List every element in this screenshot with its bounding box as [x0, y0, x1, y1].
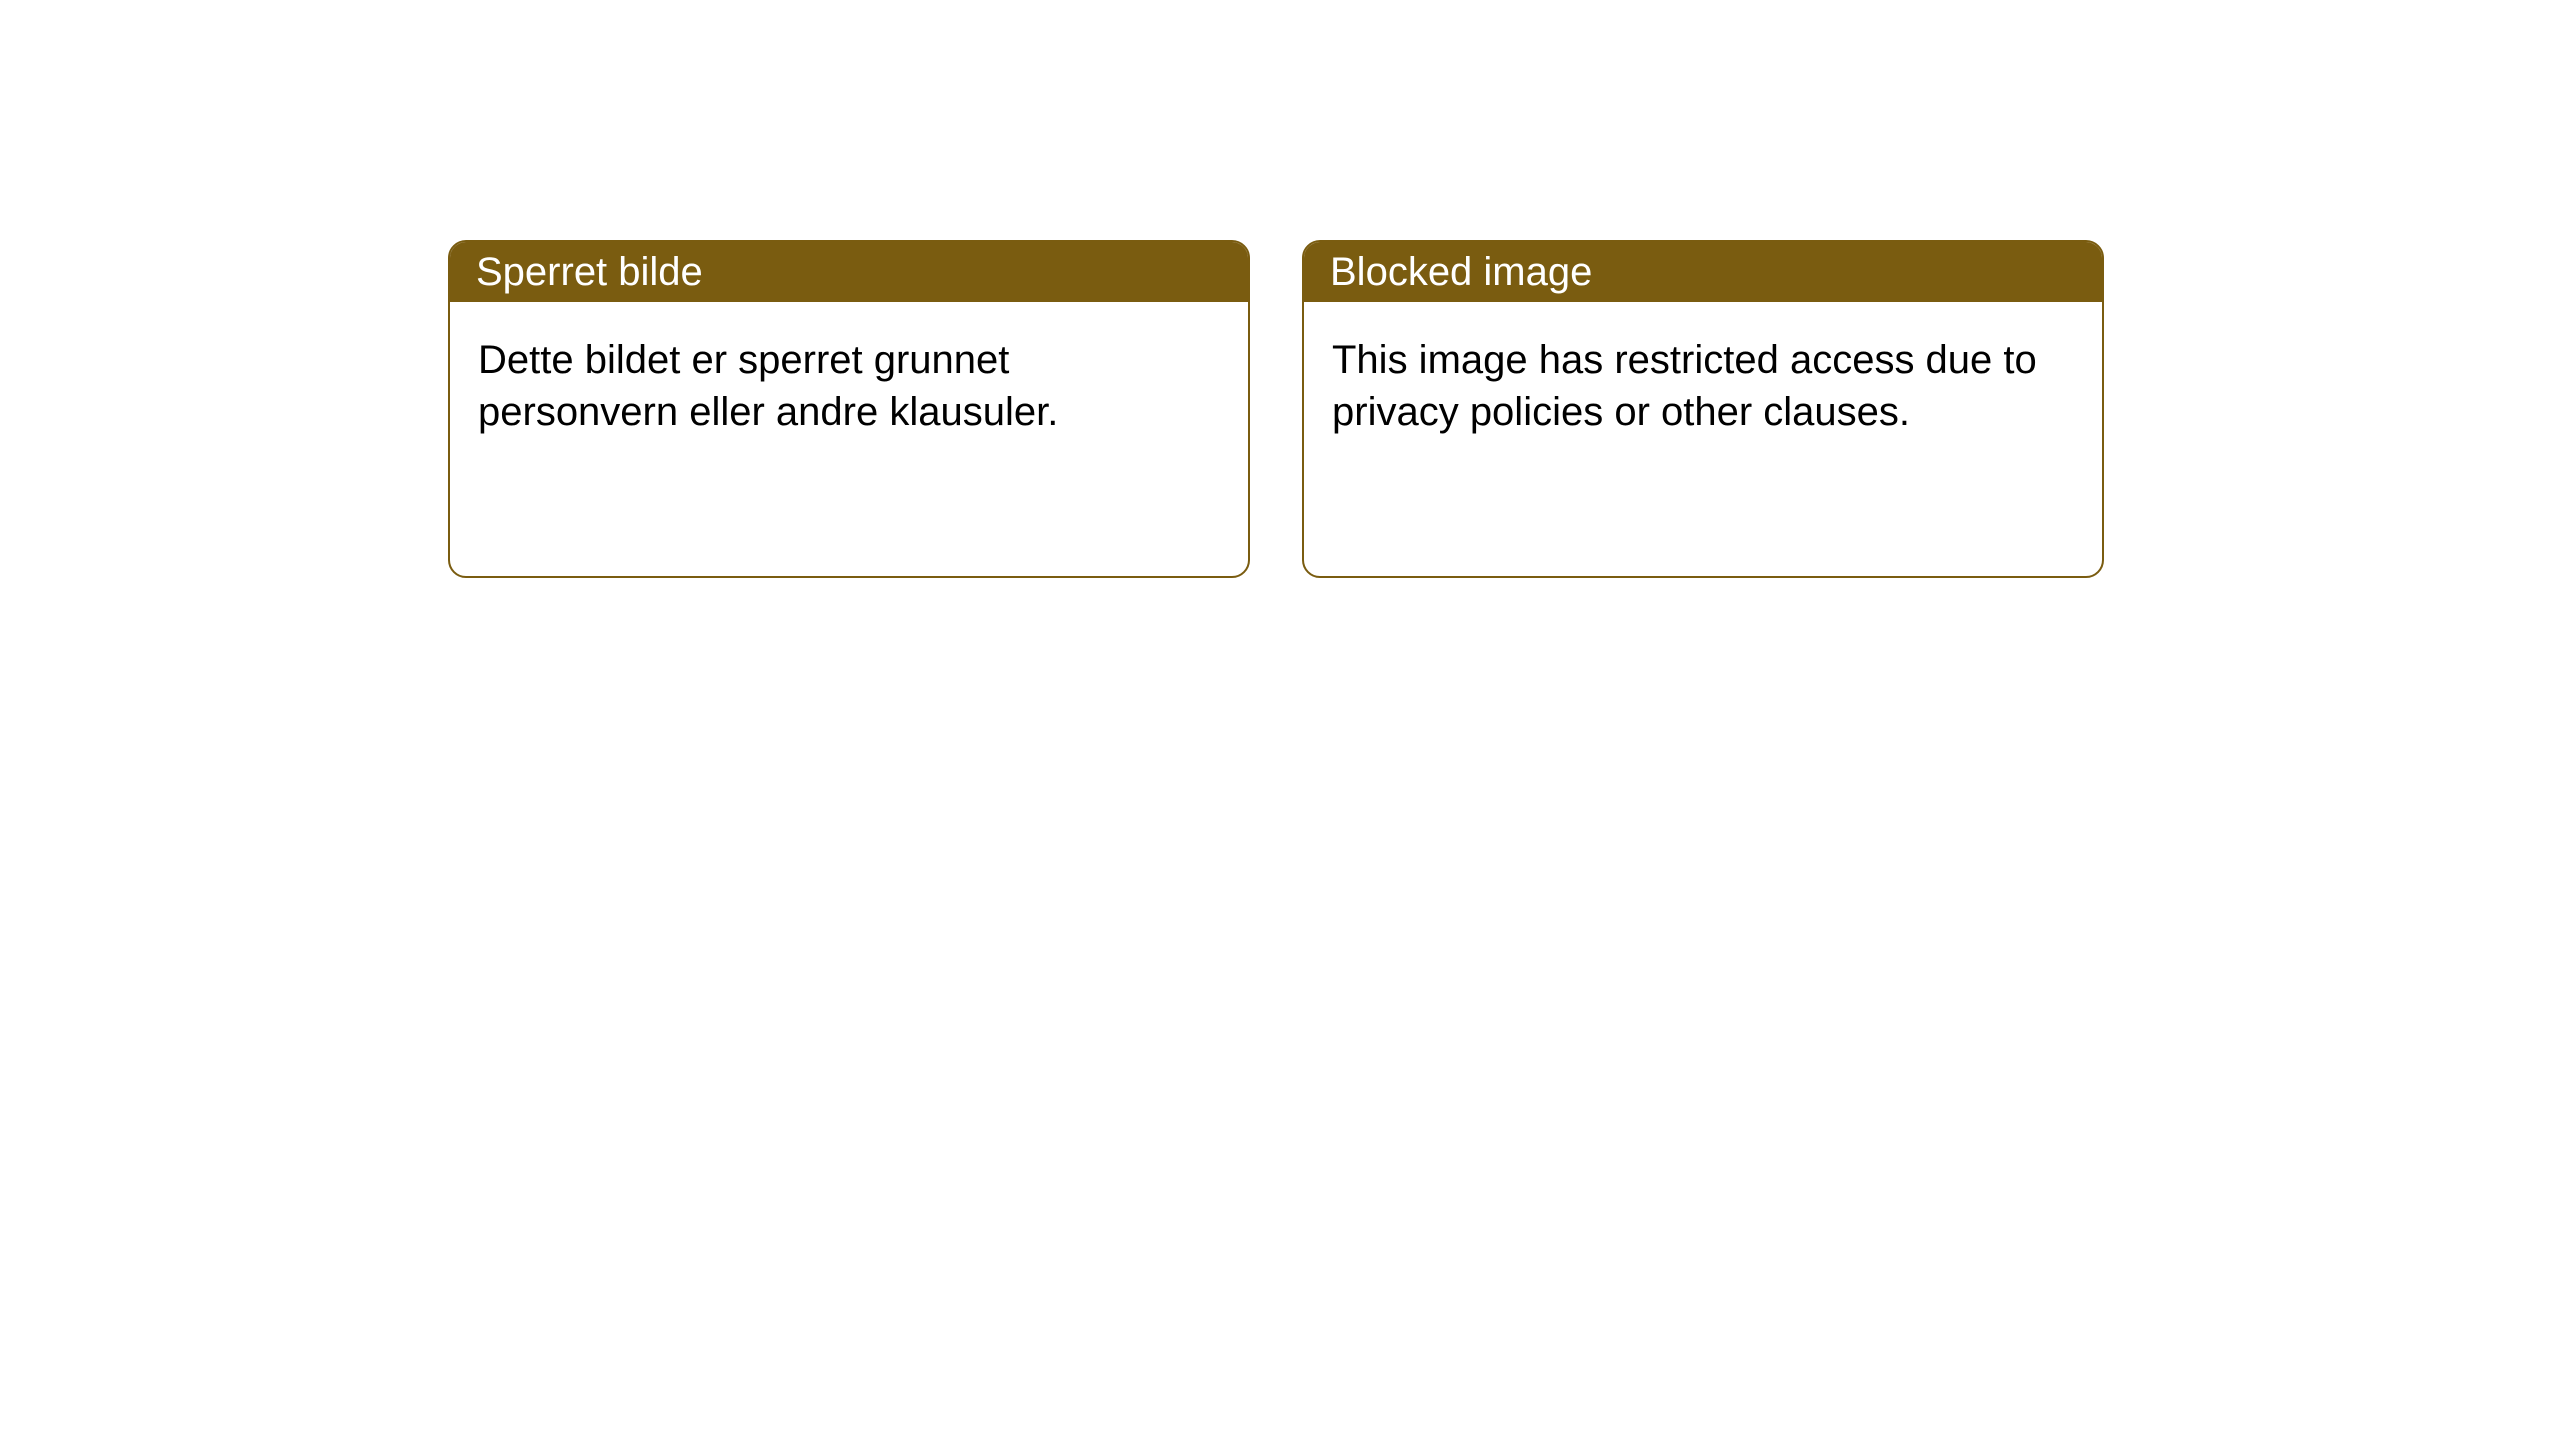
card-header: Sperret bilde [450, 242, 1248, 302]
card-body-text: This image has restricted access due to … [1332, 338, 2037, 434]
card-header: Blocked image [1304, 242, 2102, 302]
card-title: Blocked image [1330, 250, 1592, 295]
card-body-text: Dette bildet er sperret grunnet personve… [478, 338, 1058, 434]
card-body: Dette bildet er sperret grunnet personve… [450, 302, 1248, 470]
card-body: This image has restricted access due to … [1304, 302, 2102, 470]
card-title: Sperret bilde [476, 250, 703, 295]
notice-cards-container: Sperret bilde Dette bildet er sperret gr… [448, 240, 2104, 578]
notice-card-norwegian: Sperret bilde Dette bildet er sperret gr… [448, 240, 1250, 578]
notice-card-english: Blocked image This image has restricted … [1302, 240, 2104, 578]
